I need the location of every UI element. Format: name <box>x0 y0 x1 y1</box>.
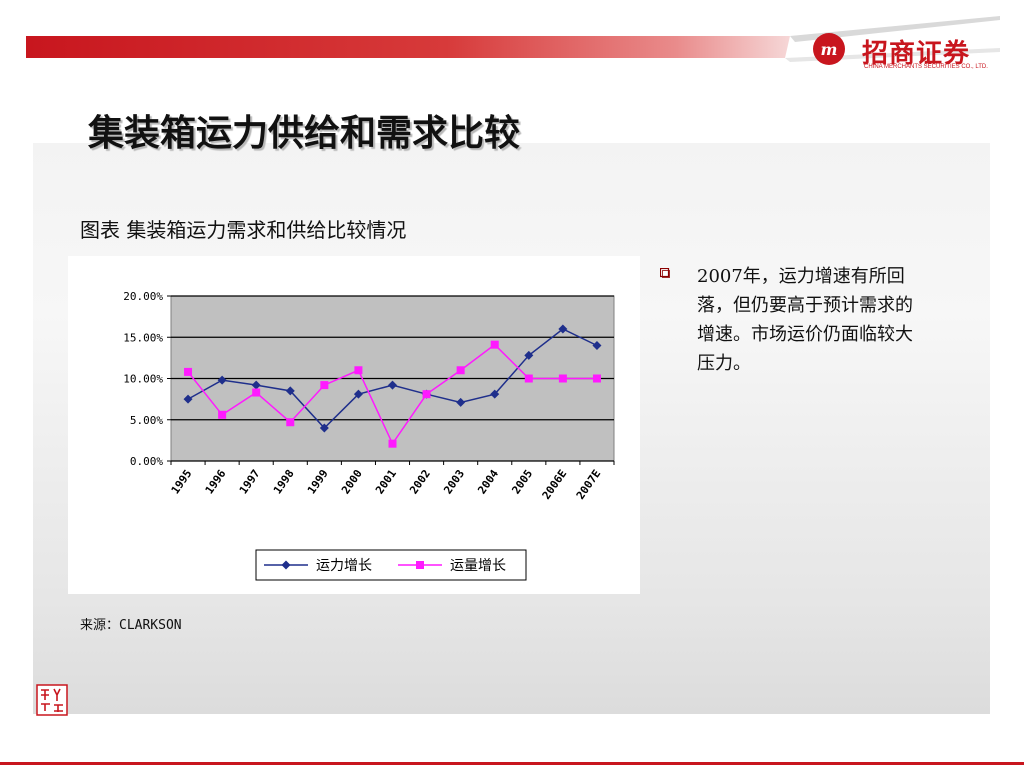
x-tick-label: 1996 <box>203 467 229 496</box>
y-tick-label: 15.00% <box>123 331 163 344</box>
data-point-diamond <box>353 389 363 399</box>
x-tick-label: 2000 <box>339 467 365 496</box>
company-english-name: CHINA MERCHANTS SECURITIES CO., LTD. <box>864 64 988 70</box>
seal-stamp-icon <box>36 684 68 716</box>
data-point-diamond <box>592 341 602 350</box>
data-point-square <box>558 374 567 383</box>
legend-label: 运力增长 <box>316 558 372 574</box>
chart-panel: 20.00% 15.00% 10.00% 5.00% 0.00% 1995 1996 199… <box>68 256 640 594</box>
data-point-square <box>490 340 499 349</box>
legend: 运力增长 运量增长 <box>264 558 506 574</box>
data-point-diamond <box>388 380 397 390</box>
y-axis-ticks: 20.00% 15.00% 10.00% 5.00% 0.00% <box>123 290 171 468</box>
data-point-diamond <box>524 350 534 360</box>
data-point-diamond <box>456 397 466 407</box>
x-tick-label: 2004 <box>475 467 501 496</box>
company-logo: m <box>813 33 845 65</box>
data-point-square <box>524 374 533 383</box>
data-point-square <box>218 410 227 419</box>
data-point-square <box>286 418 295 427</box>
series-group <box>183 324 602 448</box>
legend-marker-square <box>416 561 424 569</box>
legend-box <box>255 549 527 581</box>
x-tick-label: 2001 <box>373 467 399 496</box>
data-point-square <box>184 367 193 376</box>
company-name: 招商证券 <box>862 39 971 69</box>
x-axis-ticks: 1995 1996 1997 1998 1999 2000 2001 2002 2003 2004… <box>169 461 615 502</box>
y-tick-label: 0.00% <box>130 455 163 468</box>
x-tick-label: 2002 <box>407 467 433 496</box>
x-tick-label: 1997 <box>237 467 263 496</box>
data-point-diamond <box>558 324 568 334</box>
data-point-diamond <box>183 394 193 404</box>
data-point-square <box>252 388 261 397</box>
x-tick-label: 1998 <box>271 467 297 496</box>
line-chart: 20.00%15.00%10.00%5.00%0.00% 1995 1996 199… <box>123 290 615 581</box>
data-point-diamond <box>319 423 329 433</box>
gridlines <box>171 295 614 462</box>
header-stripe <box>26 16 1000 62</box>
data-point-diamond <box>285 386 295 396</box>
data-point-diamond <box>251 380 261 390</box>
x-tick-label: 2005 <box>509 467 535 496</box>
y-tick-label: 10.00% <box>123 373 163 386</box>
header-banner <box>0 0 1024 80</box>
data-point-square <box>388 439 397 448</box>
data-point-square <box>422 390 431 399</box>
slide-title: 集装箱运力供给和需求比较 <box>88 112 521 154</box>
data-point-square <box>592 374 601 383</box>
logo-mark-text: m <box>821 40 838 59</box>
footer-rule <box>0 762 1024 765</box>
legend-marker-diamond <box>281 560 291 570</box>
data-point-diamond <box>490 389 500 399</box>
x-tick-label: 1999 <box>305 467 331 496</box>
legend-label: 运量增长 <box>450 558 506 574</box>
figure-caption: 图表 集装箱运力需求和供给比较情况 <box>80 218 407 242</box>
data-point-diamond <box>217 375 227 385</box>
bullet-point-text: 2007年，运力增速有所回落，但仍要高于预计需求的增速。市场运价仍面临较大压力。 <box>697 266 913 374</box>
bullet-square-icon <box>660 268 670 278</box>
x-tick-label: 2003 <box>441 467 467 496</box>
y-tick-label: 20.00% <box>123 290 163 303</box>
x-tick-label: 2007E <box>574 467 604 502</box>
x-tick-label: 2006E <box>540 467 570 502</box>
data-point-square <box>320 381 329 390</box>
x-tick-label: 1995 <box>169 467 195 496</box>
data-point-square <box>456 366 465 375</box>
data-point-square <box>354 366 363 375</box>
y-tick-label: 5.00% <box>130 414 163 427</box>
source-note: 来源：CLARKSON <box>80 618 182 633</box>
